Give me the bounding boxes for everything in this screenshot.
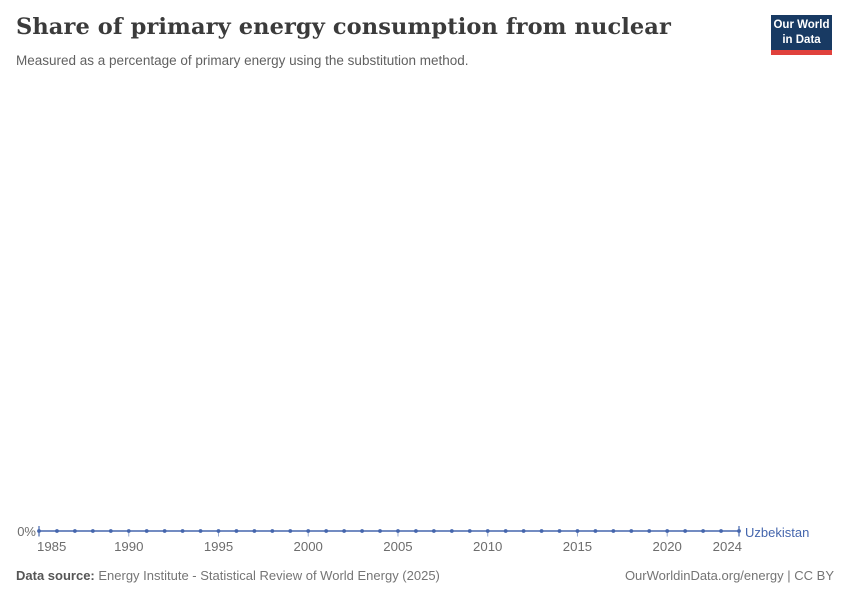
data-point-marker[interactable]	[270, 529, 275, 533]
x-axis-tick-label: 2010	[473, 539, 502, 554]
data-point-marker[interactable]	[719, 529, 723, 533]
owid-logo-text: Our World in Data	[771, 15, 832, 50]
data-point-marker[interactable]	[575, 529, 580, 533]
data-point-marker[interactable]	[539, 529, 544, 533]
data-point-marker[interactable]	[665, 529, 670, 533]
data-point-marker[interactable]	[503, 529, 508, 533]
data-point-marker[interactable]	[414, 529, 418, 533]
data-source-note: Data source: Energy Institute - Statisti…	[16, 568, 440, 584]
owid-logo-accent-bar	[771, 50, 832, 55]
data-point-marker[interactable]	[521, 529, 526, 533]
data-point-marker[interactable]	[611, 529, 616, 533]
data-point-marker[interactable]	[647, 529, 652, 533]
data-point-marker[interactable]	[180, 529, 185, 533]
data-point-marker[interactable]	[324, 529, 329, 533]
data-point-marker[interactable]	[378, 529, 382, 533]
series-label-uzbekistan[interactable]: Uzbekistan	[745, 524, 810, 540]
x-axis-tick-label: 2024	[713, 539, 742, 554]
data-source-text: Energy Institute - Statistical Review of…	[94, 568, 440, 583]
data-point-marker[interactable]	[108, 529, 113, 533]
x-axis-tick-label: 2015	[563, 539, 592, 554]
data-point-marker[interactable]	[90, 529, 95, 533]
data-point-marker[interactable]	[72, 529, 77, 533]
data-point-marker[interactable]	[360, 529, 364, 533]
data-point-marker[interactable]	[431, 529, 436, 533]
chart-footer: Data source: Energy Institute - Statisti…	[16, 568, 834, 584]
x-axis-tick-label: 1995	[204, 539, 233, 554]
data-point-marker[interactable]	[701, 529, 706, 533]
series-line-uzbekistan[interactable]	[37, 529, 741, 533]
x-axis-tick-label: 2020	[653, 539, 682, 554]
data-point-marker[interactable]	[629, 529, 634, 533]
data-point-marker[interactable]	[737, 529, 741, 533]
data-point-marker[interactable]	[306, 529, 311, 533]
data-point-marker[interactable]	[252, 529, 257, 533]
data-point-marker[interactable]	[557, 529, 562, 533]
y-axis-tick-label: 0%	[17, 523, 36, 539]
x-axis-tick-label: 1985	[37, 539, 66, 554]
data-point-marker[interactable]	[234, 529, 239, 533]
data-point-marker[interactable]	[216, 529, 221, 533]
owid-logo-line1: Our World	[773, 19, 830, 32]
data-point-marker[interactable]	[593, 529, 598, 533]
owid-logo: Our World in Data	[771, 15, 832, 55]
data-point-marker[interactable]	[342, 529, 347, 533]
data-point-marker[interactable]	[288, 529, 293, 533]
x-axis-tick-label: 2000	[294, 539, 323, 554]
data-point-marker[interactable]	[162, 529, 167, 533]
data-source-label: Data source:	[16, 568, 95, 583]
data-point-marker[interactable]	[683, 529, 688, 533]
data-point-marker[interactable]	[37, 529, 41, 533]
x-axis-tick-label: 1990	[114, 539, 143, 554]
footer-credit: OurWorldinData.org/energy | CC BY	[624, 568, 834, 583]
x-axis-tick-label: 2005	[383, 539, 412, 554]
data-point-marker[interactable]	[144, 529, 149, 533]
chart-subtitle: Measured as a percentage of primary ener…	[16, 53, 469, 68]
data-point-marker[interactable]	[449, 529, 454, 533]
owid-logo-line2: in Data	[782, 33, 821, 46]
data-point-marker[interactable]	[198, 529, 203, 533]
data-point-marker[interactable]	[467, 529, 472, 533]
page-title: Share of primary energy consumption from…	[16, 14, 671, 40]
data-point-marker[interactable]	[485, 529, 490, 533]
data-point-marker[interactable]	[396, 529, 400, 533]
data-point-marker[interactable]	[126, 529, 131, 533]
data-point-marker[interactable]	[55, 529, 59, 533]
